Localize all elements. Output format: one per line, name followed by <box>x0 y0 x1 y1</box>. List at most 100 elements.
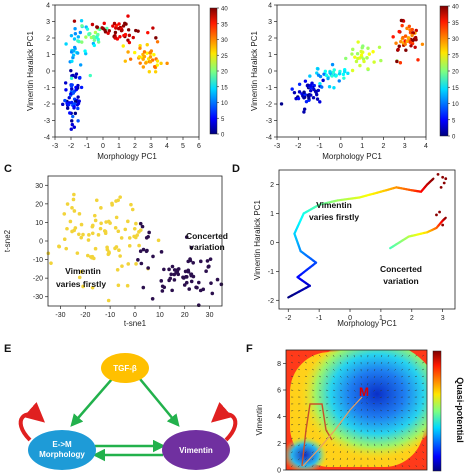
data-point <box>96 233 101 237</box>
vector-arrow <box>318 444 321 447</box>
vector-arrow <box>366 389 369 393</box>
vector-arrow <box>325 423 328 426</box>
y-tick-label: 1 <box>268 52 272 59</box>
data-point <box>113 226 118 230</box>
data-point <box>401 35 405 40</box>
panel-f-frame <box>285 349 428 471</box>
data-point <box>137 243 141 248</box>
x-tick-label: 0 <box>339 143 343 150</box>
vector-arrow <box>380 375 383 378</box>
data-point <box>350 68 355 73</box>
vector-arrow <box>373 389 376 392</box>
data-point <box>332 86 336 90</box>
panel-f: F M 0 2 4 6 8 Vimentin Quasi-potential <box>246 343 465 474</box>
data-point <box>405 26 409 31</box>
data-point <box>330 74 334 78</box>
x-tick-label: 1 <box>379 315 383 322</box>
panel-d-xlabel: Morphology PC1 <box>337 319 397 328</box>
vector-arrow <box>318 361 321 364</box>
vector-arrow <box>401 368 404 371</box>
data-point <box>68 219 73 224</box>
y-tick-label: 3 <box>46 19 50 26</box>
panel-f-label: F <box>246 343 253 355</box>
data-point <box>64 88 68 92</box>
colorbar-tick-label: 35 <box>452 21 459 27</box>
vector-arrow <box>394 361 397 364</box>
panel-b-xlabel: Morphology PC1 <box>322 152 382 161</box>
data-point <box>68 111 72 115</box>
data-point <box>117 248 121 252</box>
vector-arrow <box>332 457 335 461</box>
data-point <box>302 110 306 114</box>
data-point <box>132 226 137 231</box>
vector-arrow <box>386 389 390 392</box>
data-point <box>362 59 366 64</box>
data-point <box>71 197 76 202</box>
vector-arrow <box>401 430 404 433</box>
x-tick-label: 4 <box>424 143 428 150</box>
vector-arrow <box>422 465 425 468</box>
data-point <box>148 55 153 59</box>
x-tick-label: 4 <box>165 143 169 150</box>
x-tick-label: 1 <box>360 143 364 150</box>
node-em-morphology <box>28 430 96 470</box>
data-point <box>49 261 53 265</box>
x-tick-label: -2 <box>285 315 291 322</box>
vector-arrow <box>422 361 425 364</box>
panel-d-annotation-vimentin: Vimentin <box>316 200 352 210</box>
data-point <box>114 26 118 30</box>
data-point <box>141 57 145 61</box>
vector-arrow <box>367 415 369 419</box>
data-point <box>183 269 188 274</box>
colorbar-tick-label: 15 <box>221 85 228 91</box>
vector-arrow <box>380 443 383 447</box>
data-point <box>184 235 189 239</box>
data-point <box>83 49 87 53</box>
vector-arrow <box>408 458 411 461</box>
trajectory-dot <box>442 181 446 185</box>
x-tick-label: 5 <box>181 143 185 150</box>
vector-arrow <box>346 354 348 358</box>
data-point <box>154 36 158 40</box>
vector-arrow <box>353 361 355 365</box>
data-point <box>91 34 96 39</box>
panel-f-path-1 <box>301 403 333 467</box>
data-point <box>153 70 158 74</box>
vector-arrow <box>339 416 342 419</box>
data-point <box>138 61 142 65</box>
data-point <box>151 26 155 30</box>
vector-arrow <box>318 416 322 419</box>
data-point <box>94 198 99 203</box>
panel-c-ylabel: t-sne2 <box>3 229 12 252</box>
vector-arrow <box>353 375 356 379</box>
vector-arrow <box>297 382 301 384</box>
data-point <box>314 90 318 95</box>
data-point <box>408 40 412 44</box>
vector-arrow <box>346 368 349 372</box>
data-point <box>160 289 165 293</box>
vector-arrow <box>290 417 294 419</box>
panel-a-y-ticks: -4 -3 -2 -1 0 1 2 3 4 <box>44 3 55 142</box>
vector-arrow <box>318 451 321 454</box>
data-point <box>324 73 329 78</box>
y-tick-label: 20 <box>35 201 43 208</box>
self-loop-vimentin-arrow <box>210 401 238 442</box>
data-point <box>403 42 407 46</box>
data-point <box>85 27 90 31</box>
data-point <box>318 74 323 79</box>
x-tick-label: 3 <box>403 143 407 150</box>
panel-d-label: D <box>232 163 240 175</box>
data-point <box>342 76 346 80</box>
data-point <box>308 84 313 88</box>
vector-arrow <box>297 375 301 378</box>
data-point <box>142 54 147 59</box>
x-tick-label: 3 <box>149 143 153 150</box>
vector-arrow <box>380 423 383 426</box>
data-point <box>71 114 75 119</box>
data-point <box>379 58 383 63</box>
vector-arrow <box>325 416 329 419</box>
data-point <box>135 233 140 237</box>
data-point <box>72 105 76 109</box>
data-point <box>408 30 413 35</box>
